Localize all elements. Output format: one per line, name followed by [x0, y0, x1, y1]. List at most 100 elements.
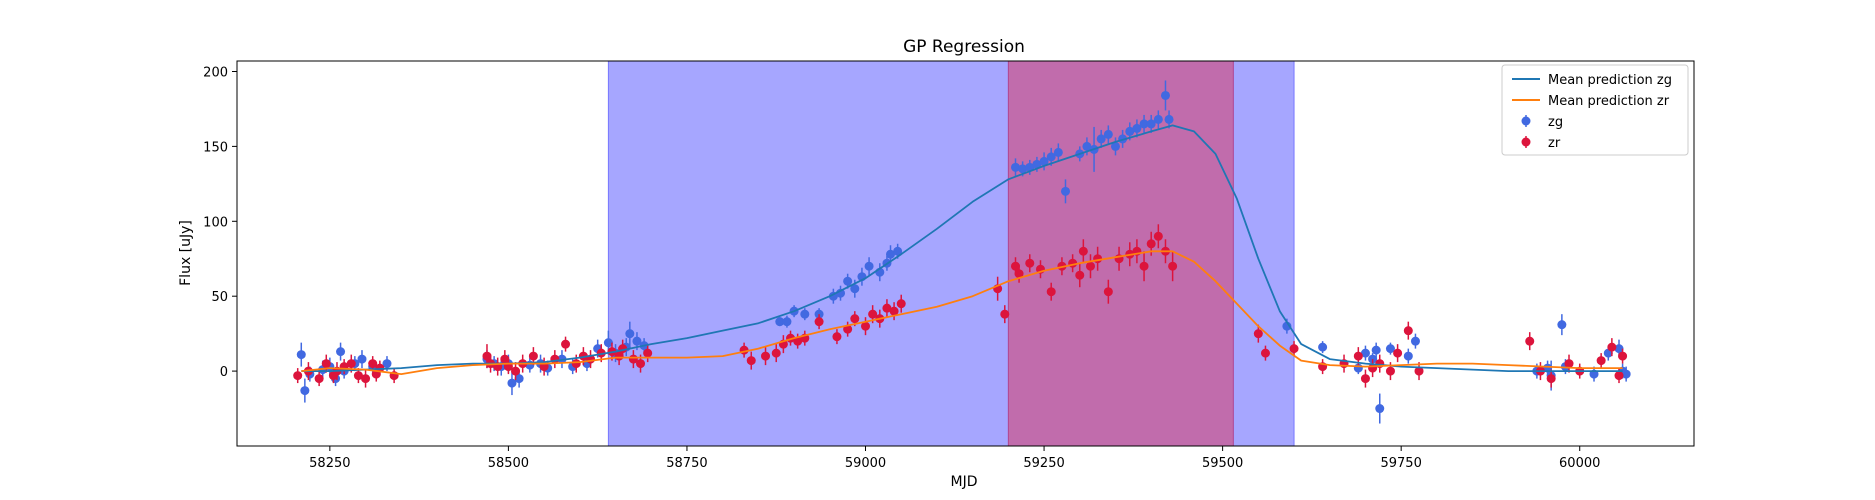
y-tick-label: 150: [203, 140, 228, 155]
data-point-zr: [1103, 279, 1113, 304]
data-point-zg: [1360, 345, 1370, 361]
x-tick-label: 59750: [1380, 456, 1421, 471]
data-point-zg: [1375, 393, 1385, 424]
data-point-zr: [1153, 224, 1163, 249]
data-point-zr: [832, 329, 842, 345]
marker-zr: [771, 348, 781, 358]
marker-zr: [1403, 326, 1413, 336]
x-tick-label: 59500: [1202, 456, 1243, 471]
data-point-zg: [1139, 114, 1149, 133]
marker-zg: [1039, 156, 1049, 166]
data-point-zg: [775, 317, 785, 327]
data-point-zg: [1153, 110, 1163, 129]
data-point-zr: [1025, 254, 1035, 273]
legend-marker-zr: [1521, 137, 1531, 147]
marker-zg: [886, 249, 896, 259]
plot-area: [293, 61, 1631, 446]
data-point-zr: [761, 347, 771, 366]
marker-zg: [1410, 336, 1420, 346]
data-point-zr: [861, 317, 871, 336]
data-point-zg: [1371, 342, 1381, 358]
chart-title: GP Regression: [903, 37, 1025, 57]
data-point-zr: [1078, 239, 1088, 264]
data-point-zg: [1557, 314, 1567, 336]
shaded-region-2: [1007, 61, 1234, 446]
marker-zr: [1046, 287, 1056, 297]
marker-zr: [1010, 261, 1020, 271]
marker-zr: [1000, 309, 1010, 319]
marker-zg: [1160, 90, 1170, 100]
marker-zr: [368, 359, 378, 369]
legend-label-mean-prediction-zg: Mean prediction zg: [1548, 73, 1672, 88]
marker-zr: [1153, 231, 1163, 241]
x-tick-label: 58250: [309, 456, 350, 471]
marker-zr: [1360, 374, 1370, 384]
marker-zr: [1168, 261, 1178, 271]
data-point-zg: [1110, 137, 1120, 156]
marker-zg: [1032, 159, 1042, 169]
data-point-zg: [1146, 114, 1156, 133]
marker-zr: [321, 359, 331, 369]
x-axis-label: MJD: [951, 474, 978, 490]
marker-zg: [1146, 119, 1156, 129]
marker-zr: [896, 299, 906, 309]
data-point-zr: [1253, 324, 1263, 343]
marker-zg: [1614, 344, 1624, 354]
marker-zr: [1075, 270, 1085, 280]
marker-zr: [361, 374, 371, 384]
data-point-zg: [1096, 129, 1106, 148]
x-tick-label: 59250: [1023, 456, 1064, 471]
marker-zg: [1385, 344, 1395, 354]
marker-zr: [1078, 246, 1088, 256]
data-point-zr: [511, 362, 521, 381]
data-point-zg: [1403, 348, 1413, 364]
series-line-mean-prediction-zr: [301, 250, 1623, 375]
marker-zr: [1393, 348, 1403, 358]
data-point-zg: [507, 371, 517, 396]
data-point-zr: [843, 321, 853, 337]
marker-zg: [782, 317, 792, 327]
marker-zg: [1103, 129, 1113, 139]
data-point-zr: [1360, 369, 1370, 388]
marker-zr: [1093, 254, 1103, 264]
data-point-zr: [361, 369, 371, 388]
data-point-zr: [1289, 341, 1299, 357]
marker-zg: [300, 386, 310, 396]
marker-zr: [346, 359, 356, 369]
marker-zg: [1371, 345, 1381, 355]
marker-zr: [1085, 261, 1095, 271]
axis-ticks: 58250 58500 58750 59000 59250 59500 59750 60000…: [203, 65, 1600, 471]
marker-zr: [353, 371, 363, 381]
marker-zr: [761, 351, 771, 361]
marker-zg: [1282, 321, 1292, 331]
data-point-zr: [1014, 264, 1024, 283]
marker-zr: [500, 354, 510, 364]
marker-zr: [1546, 374, 1556, 384]
legend: Mean prediction zg Mean prediction zr zg zr: [1501, 64, 1689, 156]
data-point-zr: [1085, 254, 1095, 279]
x-tick-label: 60000: [1559, 456, 1600, 471]
marker-zr: [843, 324, 853, 334]
data-point-zr: [1139, 251, 1149, 282]
data-point-zg: [864, 257, 874, 276]
y-tick-label: 0: [220, 365, 228, 380]
marker-zg: [603, 338, 613, 348]
marker-zr: [314, 374, 324, 384]
data-point-zg: [1164, 110, 1174, 129]
y-tick-label: 100: [203, 215, 228, 230]
marker-zr: [528, 351, 538, 361]
data-point-zr: [321, 354, 331, 373]
data-point-zr: [1168, 251, 1178, 282]
marker-zr: [1385, 366, 1395, 376]
marker-zr: [1596, 356, 1606, 366]
marker-zg: [1060, 186, 1070, 196]
legend-label-mean-prediction-zr: Mean prediction zr: [1548, 94, 1670, 109]
data-point-zr: [814, 314, 824, 330]
marker-zr: [1253, 329, 1263, 339]
data-point-zg: [1103, 125, 1113, 144]
marker-zg: [1557, 320, 1567, 330]
data-point-zg: [800, 308, 810, 321]
marker-zr: [293, 371, 303, 381]
marker-zg: [1375, 404, 1385, 414]
